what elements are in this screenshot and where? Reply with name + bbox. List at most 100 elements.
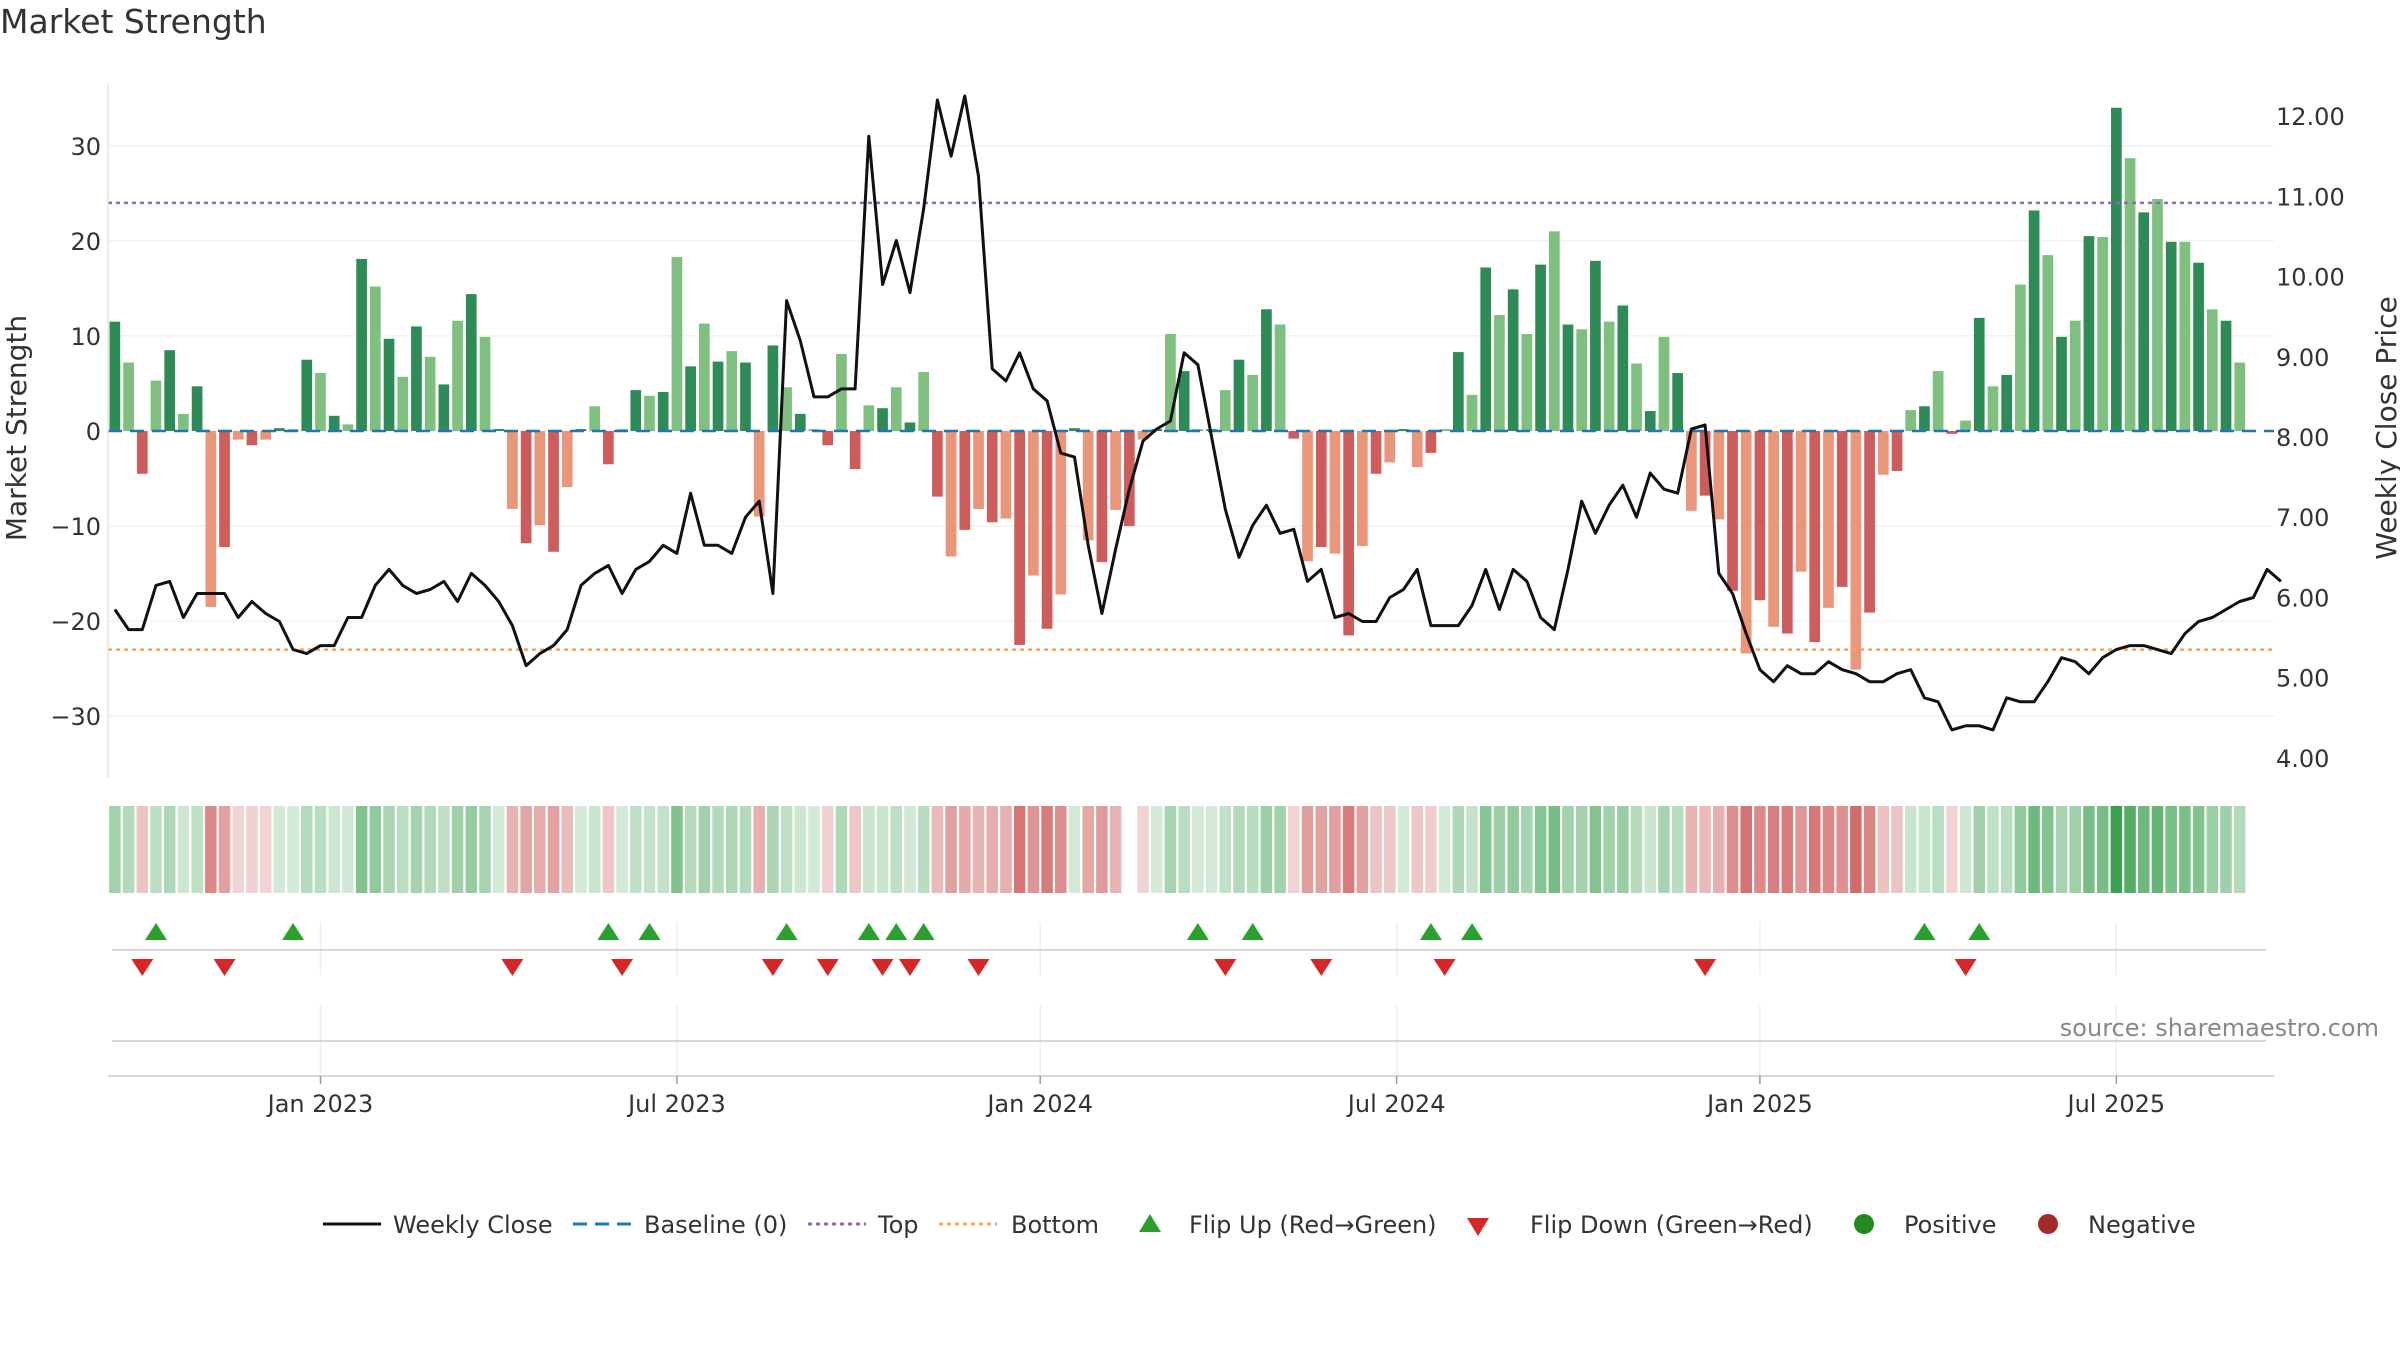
right-axis: 12.00 11.00 10.00 9.00 8.00 7.00 6.00 5.00 4.00 xyxy=(2276,103,2345,773)
heat-cell xyxy=(1795,806,1807,893)
strength-bar xyxy=(1658,336,1670,431)
strength-bar xyxy=(836,353,847,431)
strength-bar xyxy=(2083,236,2095,431)
heat-cell xyxy=(1397,806,1410,893)
legend-negative-dot-icon xyxy=(2038,1214,2058,1234)
heat-cell xyxy=(1082,806,1094,893)
strength-bar xyxy=(1576,329,1588,431)
heat-cell xyxy=(1562,806,1574,893)
heat-cell xyxy=(479,806,491,893)
strength-bar xyxy=(1987,386,1999,431)
strength-bar xyxy=(1877,431,1889,475)
left-tick-label: 10 xyxy=(70,323,101,351)
strength-bar xyxy=(548,431,559,552)
legend-positive-dot-icon xyxy=(1854,1214,1874,1234)
strength-bar xyxy=(1302,431,1313,562)
heat-cell xyxy=(396,806,409,893)
left-axis: 30 20 10 0 −10 −20 −30 xyxy=(50,84,109,778)
strength-bar xyxy=(1069,428,1080,431)
strength-bar xyxy=(1055,431,1067,595)
heat-cell xyxy=(849,806,861,893)
legend-bottom: Bottom xyxy=(939,1211,1099,1239)
heat-cell xyxy=(1658,806,1670,893)
strength-bar xyxy=(1809,431,1821,643)
heat-cell xyxy=(2192,806,2205,893)
heat-cell xyxy=(1809,806,1821,893)
heat-cell xyxy=(1671,806,1684,893)
strength-bar xyxy=(1041,431,1053,629)
chart-title: Market Strength xyxy=(0,2,267,41)
strength-bar xyxy=(1357,431,1368,547)
strength-bar xyxy=(1137,431,1149,440)
heat-cell xyxy=(1479,806,1492,893)
strength-bar xyxy=(1219,390,1231,431)
heat-cell xyxy=(314,806,327,893)
strength-bar xyxy=(1603,321,1615,431)
strength-bar xyxy=(781,387,792,431)
flip-down-marker xyxy=(871,959,894,976)
heat-cell xyxy=(1575,806,1588,893)
legend-flip-down-label: Flip Down (Green→Red) xyxy=(1530,1211,1813,1239)
flip-up-marker xyxy=(775,923,798,940)
heat-cell xyxy=(246,806,258,893)
heat-cell xyxy=(520,806,532,893)
heat-cell xyxy=(863,806,875,893)
strength-bar xyxy=(1082,431,1094,541)
heat-cell xyxy=(1096,806,1108,893)
heat-cell xyxy=(684,806,697,893)
strength-bar xyxy=(301,359,313,431)
strength-bar xyxy=(849,431,861,470)
heat-cell xyxy=(643,806,656,893)
legend-flip-up-label: Flip Up (Red→Green) xyxy=(1189,1211,1437,1239)
right-tick-label: 12.00 xyxy=(2276,103,2345,131)
legend-weekly-close-label: Weekly Close xyxy=(393,1211,553,1239)
right-tick-label: 8.00 xyxy=(2276,424,2329,452)
right-axis-label: Weekly Close Price xyxy=(2370,296,2400,559)
strength-bar xyxy=(890,387,902,431)
left-tick-label: −30 xyxy=(50,703,101,731)
heat-cell xyxy=(1178,806,1190,893)
heat-cell xyxy=(904,806,916,893)
legend-bottom-label: Bottom xyxy=(1011,1211,1099,1239)
left-axis-label: Market Strength xyxy=(0,315,33,541)
heat-cell xyxy=(602,806,615,893)
heat-cell xyxy=(150,806,162,893)
strength-bar xyxy=(2165,241,2177,431)
strength-bar xyxy=(1315,431,1327,547)
legend-flip-up: Flip Up (Red→Green) xyxy=(1139,1211,1437,1239)
heat-cell xyxy=(1877,806,1890,893)
flip-up-marker xyxy=(638,923,661,940)
legend-negative-label: Negative xyxy=(2088,1211,2196,1239)
heat-cell xyxy=(2000,806,2013,893)
legend-weekly-close: Weekly Close xyxy=(323,1211,553,1239)
strength-bar xyxy=(630,390,642,431)
heat-cell xyxy=(753,806,765,893)
strength-bars xyxy=(109,107,2246,670)
close-line-layer xyxy=(113,94,2282,732)
heat-cell xyxy=(657,806,669,893)
strength-bar xyxy=(1329,431,1341,554)
strength-bar xyxy=(369,286,381,431)
x-tick-label: Jan 2025 xyxy=(1705,1090,1813,1118)
right-tick-label: 11.00 xyxy=(2276,183,2345,211)
strength-bar xyxy=(1494,315,1505,431)
heat-cell xyxy=(1713,806,1725,893)
heat-cell xyxy=(1384,806,1396,893)
flip-down-marker xyxy=(816,959,839,976)
strength-bar xyxy=(1905,410,1917,431)
reference-lines xyxy=(108,201,2274,651)
heat-cell xyxy=(1466,806,1478,893)
strength-bar xyxy=(1123,431,1135,527)
strength-bar xyxy=(1768,431,1779,627)
right-tick-label: 6.00 xyxy=(2276,584,2329,612)
strength-bar xyxy=(1261,309,1272,431)
strength-bar xyxy=(2097,237,2108,431)
strength-bar xyxy=(822,431,834,446)
heat-cell xyxy=(1534,806,1547,893)
strength-bar xyxy=(877,408,888,431)
heat-cell xyxy=(588,806,601,893)
heat-cell xyxy=(1260,806,1273,893)
strength-bar xyxy=(1425,431,1437,453)
heat-cell xyxy=(1767,806,1780,893)
strength-bar xyxy=(1384,431,1396,463)
